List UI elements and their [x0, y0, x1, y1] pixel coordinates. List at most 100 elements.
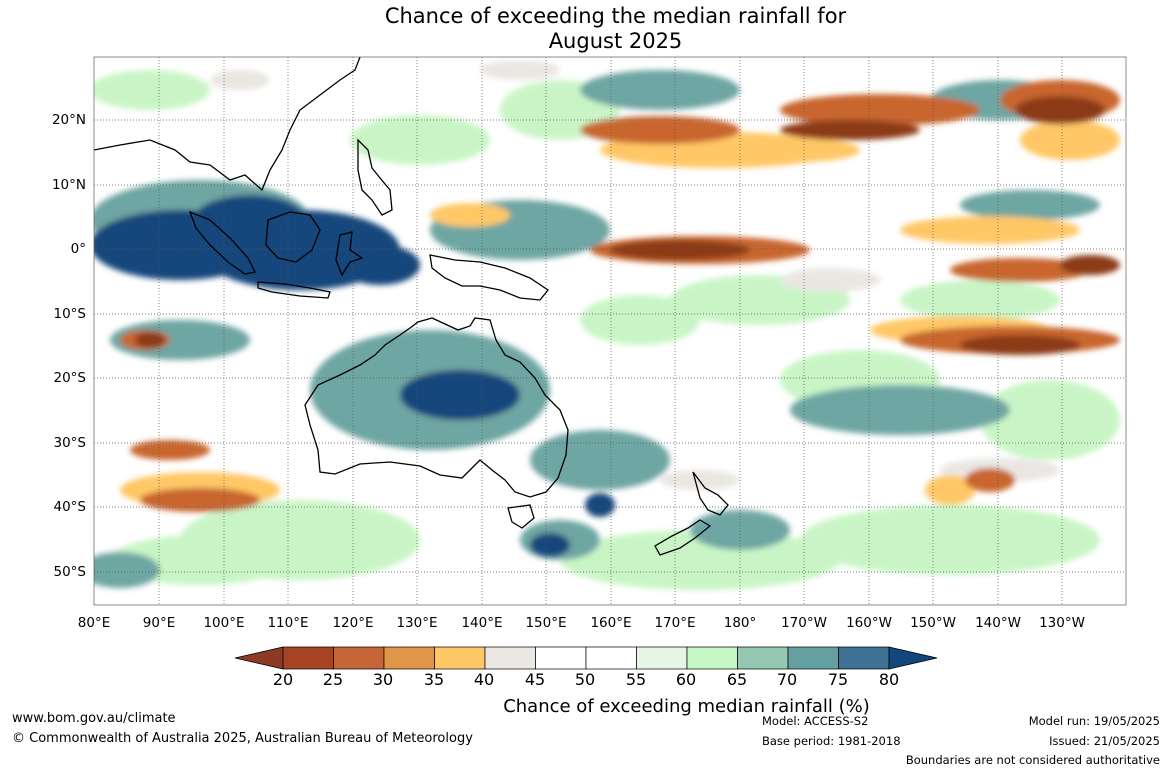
coastlines [94, 57, 729, 556]
model-run-text: Model run: 19/05/2025 [1028, 714, 1160, 728]
issued-text: Issued: 21/05/2025 [1049, 734, 1160, 748]
colorbar-segment [434, 646, 486, 670]
lon-label: 140°E [461, 615, 503, 631]
field-patch [530, 533, 570, 557]
field-patch [980, 380, 1120, 460]
lon-label: 110°E [267, 615, 309, 631]
lat-label: 20°S [53, 370, 87, 386]
field-patch [94, 552, 160, 588]
field-patch [900, 280, 1060, 320]
base-period-text: Base period: 1981-2018 [762, 734, 901, 748]
field-patch [950, 258, 1090, 282]
field-patch [960, 190, 1100, 220]
field-patch [1020, 120, 1120, 160]
colorbar-over-arrow [888, 646, 938, 670]
field-patch [610, 240, 750, 260]
field-patch [580, 295, 700, 345]
colorbar-under-arrow [234, 646, 284, 670]
field-patch [800, 505, 1100, 575]
field-patch [580, 116, 740, 144]
field-patch [190, 195, 310, 255]
lon-label: 160°E [590, 615, 632, 631]
graticule [94, 57, 1126, 605]
colorbar-tick: 65 [726, 670, 748, 689]
lon-label: 130°W [1039, 615, 1085, 631]
colorbar-segment [282, 646, 334, 670]
colorbar-tick: 30 [372, 670, 394, 689]
field-patch [530, 430, 670, 490]
field-patch [340, 245, 420, 285]
lon-label: 170°E [654, 615, 696, 631]
colorbar-tick: 25 [322, 670, 344, 689]
colorbar-tick: 45 [524, 670, 546, 689]
lon-label: 140°W [975, 615, 1021, 631]
field-patch [480, 60, 560, 80]
new-guinea-coastline [429, 254, 549, 301]
colorbar-tick: 20 [272, 670, 294, 689]
field-patch [1015, 96, 1105, 124]
new-zealand-north-coastline [692, 471, 729, 516]
colorbar-tick: 40 [473, 670, 495, 689]
disclaimer-text: Boundaries are not considered authoritat… [905, 753, 1160, 767]
colorbar-segment [535, 646, 587, 670]
field-patch [925, 475, 975, 505]
lat-label: 40°S [53, 499, 87, 515]
lat-label: 30°S [53, 435, 87, 451]
colorbar-tick: 75 [827, 670, 849, 689]
field-patch [580, 70, 740, 110]
colorbar-segment [838, 646, 890, 670]
field-patch [1060, 255, 1120, 275]
philippines-coastline [357, 138, 393, 216]
colorbar-tick: 60 [675, 670, 697, 689]
colorbar-segment [484, 646, 536, 670]
lon-label: 90°E [142, 615, 176, 631]
colorbar-tick: 50 [574, 670, 596, 689]
probability-field [94, 60, 1120, 590]
field-patch [780, 94, 980, 126]
colorbar [234, 646, 938, 670]
sulawesi-coastline [335, 231, 364, 277]
colorbar-tick: 35 [423, 670, 445, 689]
colorbar-segment [333, 646, 385, 670]
lat-label: 50°S [53, 564, 87, 580]
field-patch [900, 216, 1080, 244]
lon-label: 170°W [781, 615, 827, 631]
australia-coastline [304, 317, 569, 498]
field-patch [660, 470, 740, 490]
colorbar-tick: 80 [878, 670, 900, 689]
colorbar-segment [686, 646, 738, 670]
colorbar-tick: 55 [625, 670, 647, 689]
field-patch [400, 370, 520, 420]
indochina-coastline [94, 57, 361, 192]
lon-label: 150°W [910, 615, 956, 631]
field-patch [740, 138, 860, 162]
field-patch [960, 335, 1080, 355]
field-patch [94, 70, 210, 110]
colorbar-segment [787, 646, 839, 670]
field-patch [780, 120, 920, 140]
colorbar-segment [636, 646, 688, 670]
lon-label: 180° [723, 615, 757, 631]
chart-title: Chance of exceeding the median rainfall … [0, 4, 1173, 54]
map-frame [93, 56, 1127, 606]
lon-label: 100°E [203, 615, 245, 631]
lat-label: 10°N [51, 177, 86, 193]
lon-label: 160°W [846, 615, 892, 631]
lon-label: 80°E [77, 615, 111, 631]
field-patch [430, 203, 510, 227]
title-line-1: Chance of exceeding the median rainfall … [384, 4, 847, 28]
website-link[interactable]: www.bom.gov.au/climate [12, 711, 176, 726]
colorbar-segment [737, 646, 789, 670]
borneo-coastline [265, 211, 321, 263]
lat-label: 20°N [51, 112, 86, 128]
title-line-2: August 2025 [548, 29, 683, 53]
lat-label: 0° [70, 241, 86, 257]
lat-label: 10°S [53, 306, 87, 322]
field-patch [790, 385, 1010, 435]
lon-label: 150°E [525, 615, 567, 631]
new-zealand-south-coastline [654, 519, 712, 556]
copyright-text: © Commonwealth of Australia 2025, Austra… [12, 731, 473, 746]
colorbar-label: Chance of exceeding median rainfall (%) [503, 696, 870, 717]
field-patch [135, 332, 165, 348]
